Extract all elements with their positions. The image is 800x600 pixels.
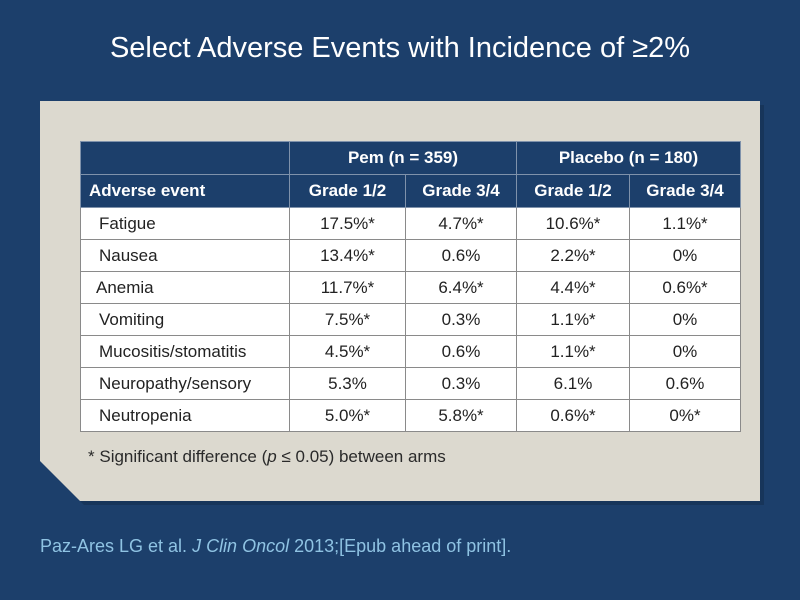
value-cell: 6.1%	[516, 367, 630, 400]
value-cell: 1.1%*	[516, 335, 630, 368]
placebo-grade12-header: Grade 1/2	[516, 174, 630, 208]
value-cell: 5.3%	[289, 367, 406, 400]
value-cell: 0%	[629, 239, 741, 272]
value-cell: 0%*	[629, 399, 741, 432]
footnote-p-symbol: p	[267, 447, 277, 466]
slide-title: Select Adverse Events with Incidence of …	[109, 32, 691, 64]
footnote-marker: *	[88, 447, 95, 466]
value-cell: 4.7%*	[405, 207, 517, 240]
table-row: Nausea 13.4%* 0.6% 2.2%* 0%	[80, 239, 741, 272]
value-cell: 0.6%*	[629, 271, 741, 304]
adverse-event-header: Adverse event	[80, 174, 290, 208]
table-row: Neutropenia 5.0%* 5.8%* 0.6%* 0%*	[80, 399, 741, 432]
footnote-text-end: ≤ 0.05) between arms	[276, 447, 446, 466]
value-cell: 0%	[629, 303, 741, 336]
table-row: Fatigue 17.5%* 4.7%* 10.6%* 1.1%*	[80, 207, 741, 240]
value-cell: 0.3%	[405, 303, 517, 336]
pem-grade34-header: Grade 3/4	[405, 174, 517, 208]
value-cell: 10.6%*	[516, 207, 630, 240]
event-cell: Mucositis/stomatitis	[80, 335, 290, 368]
value-cell: 5.0%*	[289, 399, 406, 432]
pem-group-header: Pem (n = 359)	[289, 141, 517, 175]
footnote-text-start: Significant difference (	[99, 447, 268, 466]
group-header-row: Pem (n = 359) Placebo (n = 180)	[80, 141, 741, 175]
pem-grade12-header: Grade 1/2	[289, 174, 406, 208]
event-cell: Anemia	[80, 271, 290, 304]
value-cell: 7.5%*	[289, 303, 406, 336]
citation-details: 2013;[Epub ahead of print].	[289, 536, 512, 556]
value-cell: 5.8%*	[405, 399, 517, 432]
event-cell: Fatigue	[80, 207, 290, 240]
sub-header-row: Adverse event Grade 1/2 Grade 3/4 Grade …	[80, 174, 741, 208]
blank-header-cell	[80, 141, 290, 175]
table-row: Mucositis/stomatitis 4.5%* 0.6% 1.1%* 0%	[80, 335, 741, 368]
value-cell: 2.2%*	[516, 239, 630, 272]
value-cell: 0.6%	[405, 239, 517, 272]
table-row: Neuropathy/sensory 5.3% 0.3% 6.1% 0.6%	[80, 367, 741, 400]
value-cell: 4.5%*	[289, 335, 406, 368]
adverse-events-table: Pem (n = 359) Placebo (n = 180) Adverse …	[80, 141, 741, 432]
value-cell: 0.6%	[629, 367, 741, 400]
event-cell: Neuropathy/sensory	[80, 367, 290, 400]
value-cell: 0.3%	[405, 367, 517, 400]
value-cell: 1.1%*	[629, 207, 741, 240]
value-cell: 4.4%*	[516, 271, 630, 304]
citation-authors: Paz-Ares LG et al.	[40, 536, 193, 556]
footnote: * Significant difference (p ≤ 0.05) betw…	[88, 447, 446, 467]
placebo-grade34-header: Grade 3/4	[629, 174, 741, 208]
value-cell: 0.6%	[405, 335, 517, 368]
citation: Paz-Ares LG et al. J Clin Oncol 2013;[Ep…	[40, 536, 511, 557]
event-cell: Nausea	[80, 239, 290, 272]
value-cell: 11.7%*	[289, 271, 406, 304]
placebo-group-header: Placebo (n = 180)	[516, 141, 741, 175]
table-row: Anemia 11.7%* 6.4%* 4.4%* 0.6%*	[80, 271, 741, 304]
table-row: Vomiting 7.5%* 0.3% 1.1%* 0%	[80, 303, 741, 336]
value-cell: 0%	[629, 335, 741, 368]
value-cell: 0.6%*	[516, 399, 630, 432]
event-cell: Vomiting	[80, 303, 290, 336]
value-cell: 1.1%*	[516, 303, 630, 336]
event-cell: Neutropenia	[80, 399, 290, 432]
value-cell: 17.5%*	[289, 207, 406, 240]
value-cell: 13.4%*	[289, 239, 406, 272]
value-cell: 6.4%*	[405, 271, 517, 304]
citation-journal: J Clin Oncol	[192, 536, 290, 556]
